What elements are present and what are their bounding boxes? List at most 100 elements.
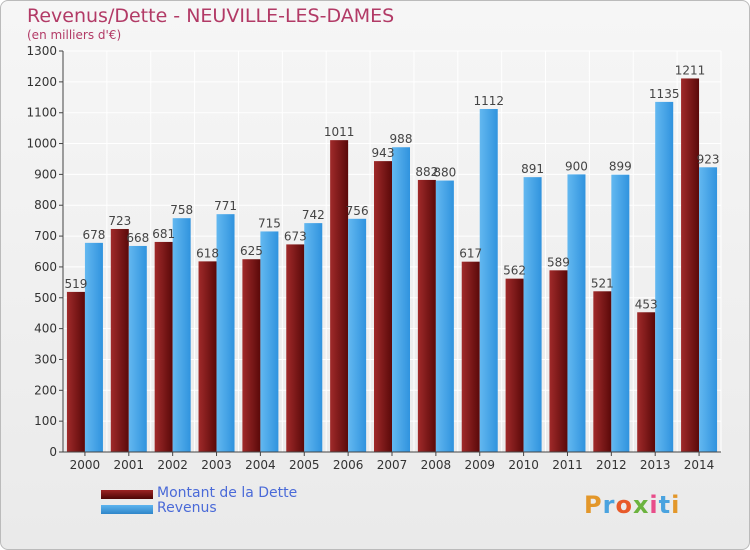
- bar-dette: [66, 291, 85, 452]
- bar-revenus: [392, 147, 410, 453]
- bar-dette: [198, 261, 217, 452]
- value-label: 521: [591, 276, 614, 290]
- value-label: 899: [609, 160, 632, 174]
- y-tick-label: 900: [34, 167, 57, 181]
- value-label: 1211: [675, 63, 706, 77]
- logo-letter: x: [632, 491, 650, 519]
- bar-dette: [461, 261, 480, 452]
- value-label: 519: [64, 277, 87, 291]
- bar-dette: [505, 278, 524, 452]
- logo-letter: t: [658, 491, 672, 519]
- value-label: 882: [415, 165, 438, 179]
- value-label: 617: [459, 247, 482, 261]
- y-tick-label: 1200: [26, 75, 57, 89]
- x-tick-label: 2014: [684, 458, 715, 472]
- x-tick-label: 2006: [333, 458, 364, 472]
- value-label: 1112: [473, 94, 504, 108]
- logo-letter: o: [615, 491, 633, 519]
- bar-dette: [593, 291, 612, 452]
- value-label: 625: [240, 244, 263, 258]
- bar-revenus: [523, 177, 542, 452]
- bar-dette: [110, 228, 129, 452]
- bar-revenus: [611, 174, 630, 453]
- value-label: 742: [302, 208, 325, 222]
- x-tick-label: 2007: [377, 458, 408, 472]
- legend-swatch-revenus: [101, 505, 153, 514]
- bar-dette: [681, 78, 700, 453]
- x-tick-label: 2001: [114, 458, 145, 472]
- value-label: 771: [214, 199, 237, 213]
- value-label: 715: [258, 216, 281, 230]
- bar-revenus: [216, 214, 235, 452]
- value-label: 891: [521, 162, 544, 176]
- bar-revenus: [84, 242, 103, 452]
- y-tick-label: 500: [34, 291, 57, 305]
- value-label: 900: [565, 159, 588, 173]
- value-label: 758: [170, 203, 193, 217]
- y-tick-label: 1000: [26, 137, 57, 151]
- x-tick-label: 2004: [245, 458, 276, 472]
- logo-letter: P: [584, 491, 603, 519]
- bars-layer: [66, 78, 718, 453]
- y-tick-label: 700: [34, 229, 57, 243]
- chart-title: Revenus/Dette - NEUVILLE-LES-DAMES: [27, 5, 395, 27]
- y-tick-label: 100: [34, 414, 57, 428]
- bar-revenus: [699, 167, 718, 453]
- bar-dette: [374, 161, 392, 452]
- logo-letter: i: [671, 491, 681, 519]
- x-tick-label: 2011: [552, 458, 583, 472]
- legend-swatch-dette: [101, 490, 153, 499]
- y-tick-label: 1100: [26, 106, 57, 120]
- value-label: 678: [82, 228, 105, 242]
- x-tick-label: 2013: [640, 458, 671, 472]
- value-label: 723: [108, 214, 131, 228]
- value-label: 618: [196, 246, 219, 260]
- bar-revenus: [128, 245, 147, 452]
- x-tick-label: 2010: [508, 458, 539, 472]
- value-label: 1135: [649, 87, 680, 101]
- bar-dette: [330, 140, 349, 452]
- y-tick-label: 800: [34, 198, 57, 212]
- value-label: 1011: [324, 125, 355, 139]
- legend-label-dette: Montant de la Dette: [157, 485, 298, 501]
- y-tick-label: 1300: [26, 44, 57, 58]
- bar-revenus: [567, 174, 586, 452]
- value-label: 589: [547, 255, 570, 269]
- bar-dette: [286, 244, 305, 452]
- logo-letter: r: [602, 491, 616, 519]
- y-tick-label: 300: [34, 352, 57, 366]
- value-label: 943: [372, 146, 395, 160]
- x-tick-label: 2003: [201, 458, 232, 472]
- bar-revenus: [260, 231, 279, 452]
- value-label: 988: [390, 132, 413, 146]
- value-label: 673: [284, 229, 307, 243]
- x-tick-label: 2012: [596, 458, 627, 472]
- x-tick-label: 2002: [157, 458, 188, 472]
- legend-label-revenus: Revenus: [157, 500, 217, 516]
- y-tick-label: 600: [34, 260, 57, 274]
- value-label: 756: [346, 204, 369, 218]
- bar-revenus: [655, 101, 674, 453]
- y-tick-label: 0: [49, 445, 57, 459]
- bar-dette: [637, 312, 656, 452]
- bar-dette: [242, 259, 261, 452]
- bar-revenus: [435, 180, 454, 453]
- axis-layer: 0 100 200 300 400 500 600 700 800 900 1000 1100 1200…: [26, 44, 721, 472]
- bar-dette: [417, 179, 436, 452]
- value-label: 923: [697, 152, 720, 166]
- logo-letter: i: [649, 491, 659, 519]
- bar-revenus: [348, 218, 367, 452]
- proxiti-logo: Proxiti: [584, 491, 680, 519]
- chart-subtitle: (en milliers d'€): [27, 28, 122, 42]
- bar-dette: [549, 270, 568, 452]
- value-label: 880: [433, 166, 456, 180]
- x-tick-label: 2005: [289, 458, 320, 472]
- bar-dette: [154, 241, 173, 452]
- x-tick-label: 2008: [421, 458, 452, 472]
- value-label: 562: [503, 264, 526, 278]
- value-label: 668: [126, 231, 149, 245]
- bar-revenus: [479, 108, 498, 452]
